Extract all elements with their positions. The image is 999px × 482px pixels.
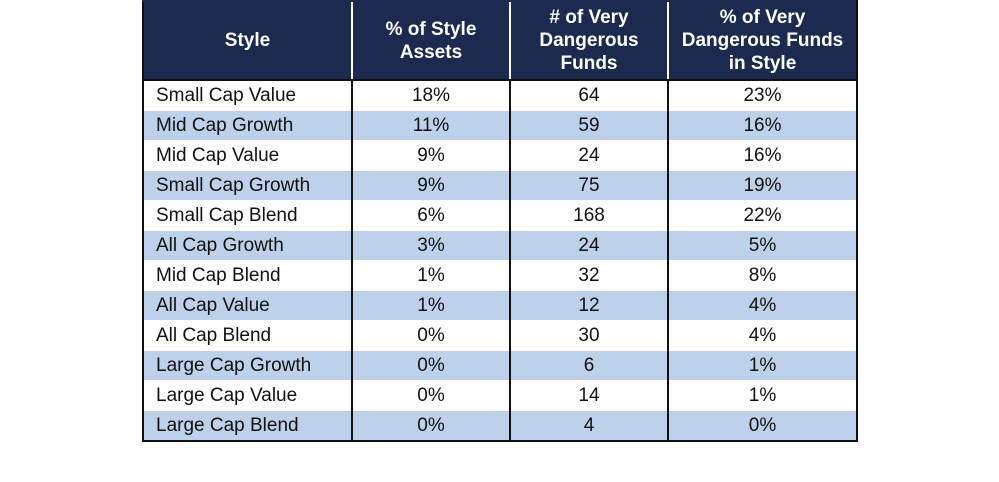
table-body: Small Cap Value 18% 64 23% Mid Cap Growth 11%… (142, 80, 858, 442)
table-row: Small Cap Blend 6% 168 22% (142, 200, 858, 231)
cell-pct-very-dangerous-funds-in-style: 5% (667, 230, 858, 261)
cell-num-very-dangerous-funds: 24 (509, 230, 668, 261)
header-pct-style-assets: % of Style Assets (351, 0, 510, 81)
cell-pct-very-dangerous-funds-in-style: 16% (667, 110, 858, 141)
cell-pct-style-assets: 3% (351, 230, 510, 261)
style-dangerous-funds-table: Style % of Style Assets # of Very Danger… (142, 0, 858, 442)
cell-pct-very-dangerous-funds-in-style: 0% (667, 410, 858, 442)
cell-pct-very-dangerous-funds-in-style: 8% (667, 260, 858, 291)
cell-num-very-dangerous-funds: 4 (509, 410, 668, 442)
header-num-very-dangerous-funds: # of Very Dangerous Funds (509, 0, 668, 81)
cell-num-very-dangerous-funds: 12 (509, 290, 668, 321)
cell-pct-style-assets: 0% (351, 350, 510, 381)
cell-style: Mid Cap Growth (142, 110, 352, 141)
cell-style: Mid Cap Blend (142, 260, 352, 291)
cell-style: Large Cap Blend (142, 410, 352, 442)
cell-pct-very-dangerous-funds-in-style: 19% (667, 170, 858, 201)
cell-pct-very-dangerous-funds-in-style: 4% (667, 320, 858, 351)
table-row: Mid Cap Growth 11% 59 16% (142, 110, 858, 141)
cell-pct-very-dangerous-funds-in-style: 1% (667, 350, 858, 381)
cell-num-very-dangerous-funds: 32 (509, 260, 668, 291)
cell-num-very-dangerous-funds: 168 (509, 200, 668, 231)
table-header: Style % of Style Assets # of Very Danger… (142, 0, 858, 81)
cell-style: Small Cap Blend (142, 200, 352, 231)
table-row: Small Cap Growth 9% 75 19% (142, 170, 858, 201)
cell-pct-style-assets: 11% (351, 110, 510, 141)
table-row: All Cap Blend 0% 30 4% (142, 320, 858, 351)
cell-pct-style-assets: 9% (351, 140, 510, 171)
cell-pct-style-assets: 0% (351, 320, 510, 351)
table-row: Mid Cap Blend 1% 32 8% (142, 260, 858, 291)
cell-style: Small Cap Growth (142, 170, 352, 201)
header-style: Style (142, 0, 352, 81)
cell-num-very-dangerous-funds: 6 (509, 350, 668, 381)
cell-num-very-dangerous-funds: 24 (509, 140, 668, 171)
cell-style: All Cap Growth (142, 230, 352, 261)
cell-pct-style-assets: 1% (351, 260, 510, 291)
cell-pct-style-assets: 9% (351, 170, 510, 201)
header-row: Style % of Style Assets # of Very Danger… (142, 0, 858, 81)
style-table-container: Style % of Style Assets # of Very Danger… (142, 0, 858, 442)
cell-pct-style-assets: 1% (351, 290, 510, 321)
cell-pct-style-assets: 0% (351, 380, 510, 411)
table-row: Mid Cap Value 9% 24 16% (142, 140, 858, 171)
cell-pct-very-dangerous-funds-in-style: 16% (667, 140, 858, 171)
table-row: Large Cap Value 0% 14 1% (142, 380, 858, 411)
cell-style: Large Cap Growth (142, 350, 352, 381)
cell-pct-very-dangerous-funds-in-style: 1% (667, 380, 858, 411)
cell-pct-very-dangerous-funds-in-style: 4% (667, 290, 858, 321)
cell-pct-very-dangerous-funds-in-style: 22% (667, 200, 858, 231)
cell-num-very-dangerous-funds: 75 (509, 170, 668, 201)
cell-num-very-dangerous-funds: 14 (509, 380, 668, 411)
table-row: Small Cap Value 18% 64 23% (142, 80, 858, 111)
cell-style: Mid Cap Value (142, 140, 352, 171)
cell-pct-style-assets: 6% (351, 200, 510, 231)
cell-style: Large Cap Value (142, 380, 352, 411)
cell-pct-style-assets: 0% (351, 410, 510, 442)
cell-style: All Cap Value (142, 290, 352, 321)
cell-style: Small Cap Value (142, 80, 352, 111)
cell-style: All Cap Blend (142, 320, 352, 351)
cell-num-very-dangerous-funds: 30 (509, 320, 668, 351)
table-row: Large Cap Growth 0% 6 1% (142, 350, 858, 381)
table-row: All Cap Value 1% 12 4% (142, 290, 858, 321)
header-pct-very-dangerous-funds-in-style: % of Very Dangerous Funds in Style (667, 0, 858, 81)
cell-num-very-dangerous-funds: 64 (509, 80, 668, 111)
table-row: Large Cap Blend 0% 4 0% (142, 410, 858, 442)
cell-pct-style-assets: 18% (351, 80, 510, 111)
table-row: All Cap Growth 3% 24 5% (142, 230, 858, 261)
cell-num-very-dangerous-funds: 59 (509, 110, 668, 141)
cell-pct-very-dangerous-funds-in-style: 23% (667, 80, 858, 111)
